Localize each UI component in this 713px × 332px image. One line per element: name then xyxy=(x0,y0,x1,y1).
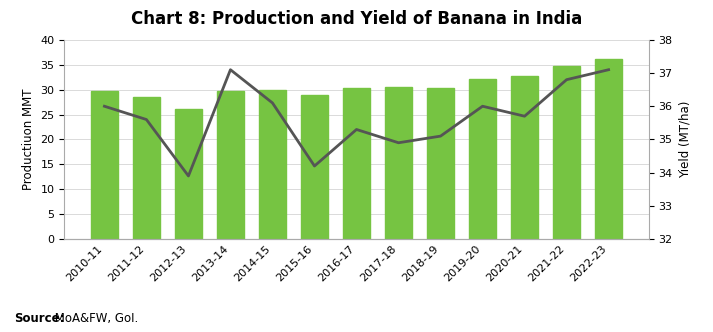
Text: Source:: Source: xyxy=(14,312,65,325)
Bar xyxy=(133,97,160,239)
Bar xyxy=(217,91,244,239)
Bar xyxy=(175,109,202,239)
Text: MoA&FW, GoI.: MoA&FW, GoI. xyxy=(51,312,138,325)
Bar xyxy=(343,88,370,239)
Bar xyxy=(469,79,496,239)
Bar xyxy=(91,91,118,239)
Bar xyxy=(301,95,328,239)
Bar xyxy=(385,87,412,239)
Y-axis label: Productiuon MMT: Productiuon MMT xyxy=(22,89,35,190)
Bar xyxy=(595,59,622,239)
Bar xyxy=(553,66,580,239)
Bar xyxy=(259,90,286,239)
Bar xyxy=(511,76,538,239)
Bar xyxy=(427,88,454,239)
Text: Chart 8: Production and Yield of Banana in India: Chart 8: Production and Yield of Banana … xyxy=(131,10,582,28)
Y-axis label: Yield (MT/ha): Yield (MT/ha) xyxy=(678,101,691,178)
